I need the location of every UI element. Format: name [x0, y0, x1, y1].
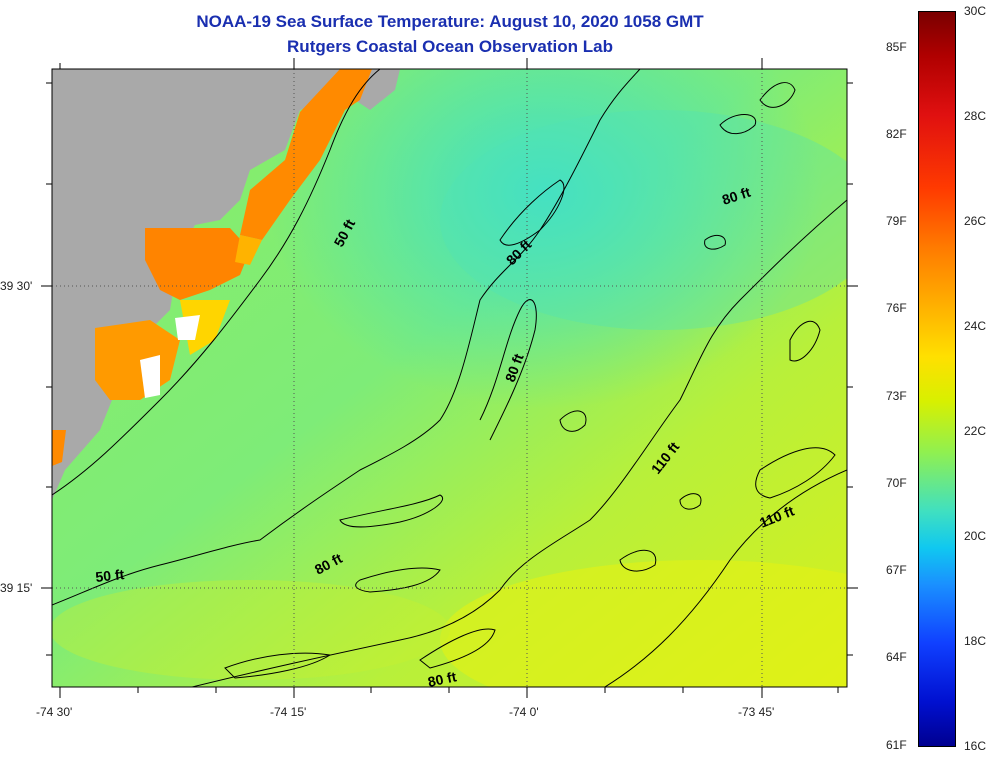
map-subtitle: Rutgers Coastal Ocean Observation Lab [287, 37, 613, 56]
colorbar-f-label: 70F [886, 476, 907, 490]
x-tick-label: -74 0' [509, 705, 539, 719]
warm-nearshore-mid [145, 228, 250, 300]
colorbar-f-label: 73F [886, 389, 907, 403]
colorbar-f-label: 82F [886, 127, 907, 141]
colorbar-c-label: 16C [964, 739, 987, 753]
colorbar-f-label: 64F [886, 650, 907, 664]
x-tick-label: -74 30' [36, 705, 73, 719]
x-tick-label: -73 45' [738, 705, 775, 719]
land-new-jersey [52, 69, 340, 500]
colorbar-c-label: 28C [964, 109, 987, 123]
colorbar-f-label: 79F [886, 214, 907, 228]
colorbar-c-label: 20C [964, 529, 987, 543]
colorbar-c-label: 22C [964, 424, 987, 438]
colorbar-c-label: 18C [964, 634, 987, 648]
x-tick-label: -74 15' [270, 705, 307, 719]
temperature-colorbar [918, 11, 956, 747]
depth-contours [52, 69, 847, 687]
frame-ticks [41, 58, 858, 698]
contour-label: 80 ft [426, 668, 458, 690]
graticule [52, 69, 847, 687]
map-title: NOAA-19 Sea Surface Temperature: August … [196, 12, 704, 31]
y-tick-label: 39 15' [0, 581, 33, 595]
colorbar-f-label: 76F [886, 301, 907, 315]
y-tick-label: 39 30' [0, 279, 33, 293]
colorbar-c-label: 24C [964, 319, 987, 333]
colorbar-f-label: 61F [886, 738, 907, 752]
contour-label: 50 ft [95, 566, 126, 585]
warm-nearshore-north [240, 69, 372, 240]
colorbar-f-label: 85F [886, 40, 907, 54]
colorbar-c-label: 30C [964, 4, 987, 18]
colorbar-c-label: 26C [964, 214, 987, 228]
colorbar-f-label: 67F [886, 563, 907, 577]
